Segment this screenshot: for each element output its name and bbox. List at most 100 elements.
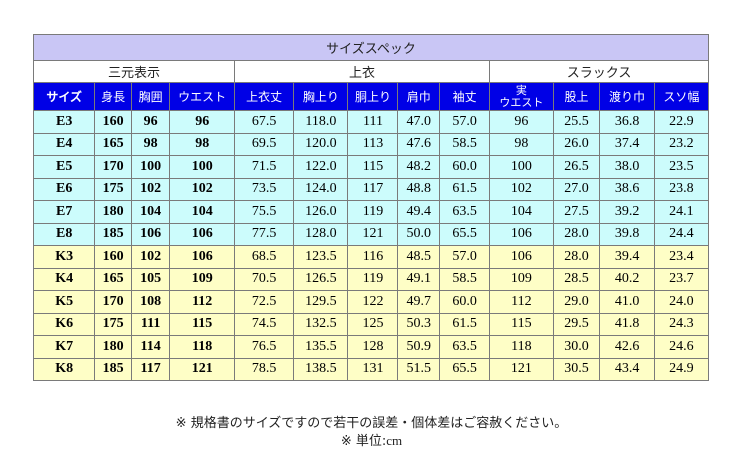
- table-cell: 30.0: [552, 335, 601, 359]
- table-cell: 113: [347, 132, 399, 156]
- column-header-actual-waist-line1: 実: [515, 83, 527, 97]
- table-cell: 160: [94, 110, 132, 134]
- table-cell: 27.0: [552, 177, 601, 201]
- table-cell: 58.5: [439, 267, 491, 291]
- table-cell: 67.5: [233, 110, 295, 134]
- table-cell: 112: [169, 290, 235, 314]
- column-header-jacket-length: 上衣丈: [233, 82, 295, 111]
- table-row: E8 185 106 106 77.5 128.0 121 50.0 65.5 106 28.0 39…: [32, 222, 710, 246]
- unit-note-label: ※ 単位:: [340, 434, 387, 449]
- table-cell: 111: [130, 312, 171, 336]
- column-header-shoulder: 肩巾: [397, 82, 441, 111]
- table-cell: 98: [489, 132, 554, 156]
- size-code-cell: K8: [32, 357, 96, 381]
- unit-note-value: cm: [386, 433, 403, 448]
- table-cell: 71.5: [233, 155, 295, 179]
- size-code-cell: E7: [32, 200, 96, 224]
- table-cell: 102: [489, 177, 554, 201]
- column-header-height: 身長: [94, 82, 132, 111]
- table-cell: 24.1: [653, 200, 710, 224]
- table-cell: 57.0: [439, 245, 491, 269]
- table-cell: 121: [169, 357, 235, 381]
- table-row: E3 160 96 96 67.5 118.0 111 47.0 57.0 96 25.5 36.8 2…: [32, 110, 710, 134]
- table-cell: 76.5: [233, 335, 295, 359]
- table-cell: 43.4: [599, 357, 655, 381]
- column-header-hem: スソ幅: [653, 82, 710, 111]
- table-cell: 165: [94, 267, 132, 291]
- table-cell: 98: [130, 132, 171, 156]
- table-cell: 38.0: [599, 155, 655, 179]
- table-cell: 102: [130, 177, 171, 201]
- table-cell: 112: [489, 290, 554, 314]
- table-cell: 165: [94, 132, 132, 156]
- table-cell: 100: [130, 155, 171, 179]
- table-cell: 96: [169, 110, 235, 134]
- table-cell: 77.5: [233, 222, 295, 246]
- table-row: E4 165 98 98 69.5 120.0 113 47.6 58.5 98 26.0 37.4 2…: [32, 132, 710, 156]
- table-cell: 160: [94, 245, 132, 269]
- table-cell: 28.0: [552, 222, 601, 246]
- table-cell: 108: [130, 290, 171, 314]
- column-header-chest-width: 胸上り: [293, 82, 349, 111]
- size-code-cell: K3: [32, 245, 96, 269]
- table-cell: 23.5: [653, 155, 710, 179]
- table-cell: 69.5: [233, 132, 295, 156]
- column-header-size: サイズ: [32, 82, 96, 111]
- table-cell: 60.0: [439, 155, 491, 179]
- table-cell: 105: [130, 267, 171, 291]
- table-cell: 49.7: [397, 290, 441, 314]
- table-cell: 123.5: [293, 245, 349, 269]
- table-cell: 116: [347, 245, 399, 269]
- table-cell: 30.5: [552, 357, 601, 381]
- table-cell: 114: [130, 335, 171, 359]
- table-cell: 102: [169, 177, 235, 201]
- table-cell: 24.0: [653, 290, 710, 314]
- table-cell: 102: [130, 245, 171, 269]
- table-row: E6 175 102 102 73.5 124.0 117 48.8 61.5 102 27.0 38…: [32, 177, 710, 201]
- table-cell: 39.8: [599, 222, 655, 246]
- group-header-jacket: 上衣: [233, 60, 491, 83]
- table-cell: 185: [94, 222, 132, 246]
- table-cell: 132.5: [293, 312, 349, 336]
- table-cell: 23.8: [653, 177, 710, 201]
- table-cell: 47.6: [397, 132, 441, 156]
- table-cell: 119: [347, 267, 399, 291]
- table-cell: 74.5: [233, 312, 295, 336]
- table-cell: 23.4: [653, 245, 710, 269]
- table-cell: 24.3: [653, 312, 710, 336]
- table-cell: 41.8: [599, 312, 655, 336]
- table-cell: 106: [489, 245, 554, 269]
- table-cell: 170: [94, 290, 132, 314]
- table-cell: 50.3: [397, 312, 441, 336]
- table-row: K5 170 108 112 72.5 129.5 122 49.7 60.0 112 29.0 41…: [32, 290, 710, 314]
- table-cell: 135.5: [293, 335, 349, 359]
- table-cell: 109: [489, 267, 554, 291]
- table-cell: 170: [94, 155, 132, 179]
- table-cell: 96: [489, 110, 554, 134]
- column-header-thigh: 渡り巾: [599, 82, 655, 111]
- table-cell: 65.5: [439, 222, 491, 246]
- table-cell: 117: [130, 357, 171, 381]
- table-cell: 22.9: [653, 110, 710, 134]
- table-cell: 115: [169, 312, 235, 336]
- table-cell: 58.5: [439, 132, 491, 156]
- table-cell: 51.5: [397, 357, 441, 381]
- size-code-cell: K7: [32, 335, 96, 359]
- table-cell: 124.0: [293, 177, 349, 201]
- table-row: K3 160 102 106 68.5 123.5 116 48.5 57.0 106 28.0 39…: [32, 245, 710, 269]
- table-cell: 61.5: [439, 312, 491, 336]
- table-cell: 100: [489, 155, 554, 179]
- table-row: K7 180 114 118 76.5 135.5 128 50.9 63.5 118 30.0 42…: [32, 335, 710, 359]
- column-header-actual-waist-line2: ウエスト: [499, 95, 544, 109]
- table-cell: 128: [347, 335, 399, 359]
- table-cell: 121: [489, 357, 554, 381]
- table-cell: 73.5: [233, 177, 295, 201]
- table-cell: 23.7: [653, 267, 710, 291]
- table-cell: 117: [347, 177, 399, 201]
- table-cell: 129.5: [293, 290, 349, 314]
- unit-note: ※ 単位:cm: [0, 430, 743, 449]
- table-cell: 131: [347, 357, 399, 381]
- table-cell: 61.5: [439, 177, 491, 201]
- table-cell: 104: [130, 200, 171, 224]
- table-cell: 120.0: [293, 132, 349, 156]
